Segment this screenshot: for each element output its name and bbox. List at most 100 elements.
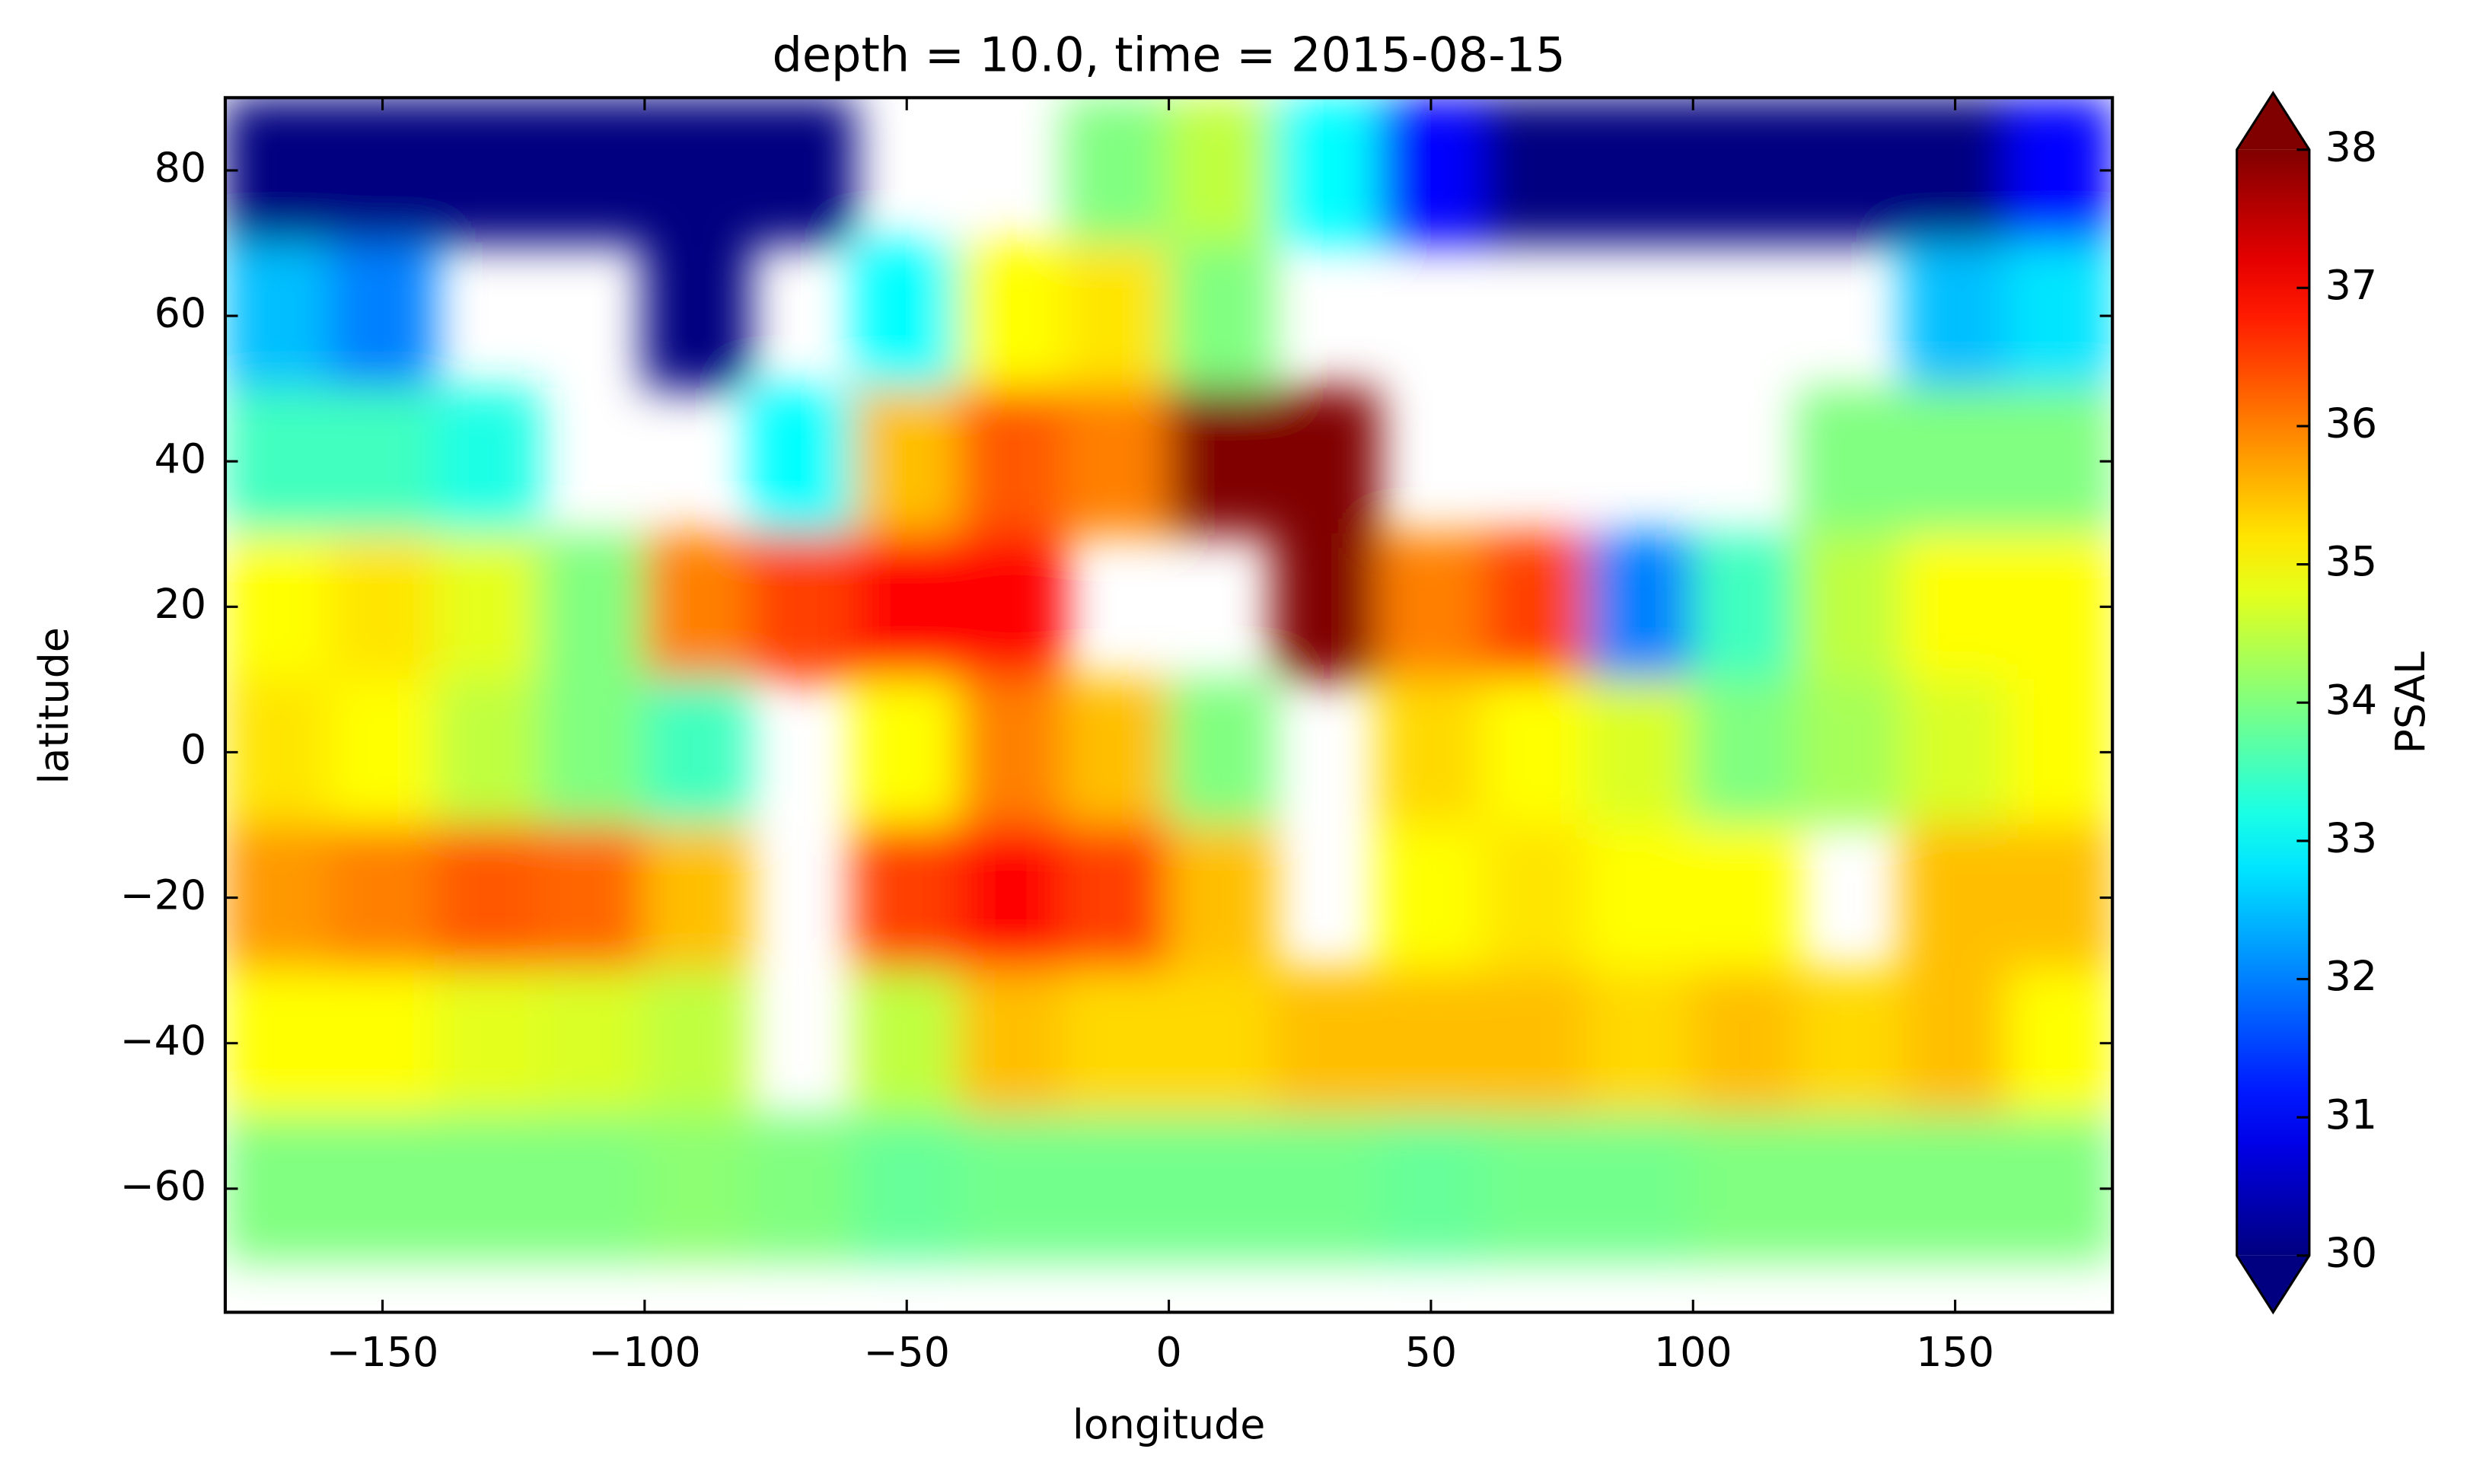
heatmap-cell [1587, 824, 1694, 972]
heatmap-cell [1063, 242, 1170, 390]
heatmap-cell [1273, 387, 1380, 535]
colorbar-tick-label: 36 [2325, 400, 2377, 447]
heatmap-cell [225, 824, 331, 972]
heatmap-cell [434, 970, 541, 1117]
colorbar-tick-label: 32 [2325, 952, 2377, 1000]
heatmap-cell [1901, 678, 2009, 826]
heatmap-cell [539, 678, 645, 826]
x-tick-label: 150 [1916, 1328, 1994, 1376]
heatmap-cell [643, 678, 751, 826]
heatmap-cell [1692, 533, 1799, 680]
heatmap-cell [853, 1115, 961, 1263]
colorbar-tick-label: 38 [2325, 123, 2377, 170]
heatmap-cell [1692, 1115, 1799, 1263]
heatmap-cell [1796, 970, 1904, 1117]
heatmap-cell [2006, 387, 2113, 535]
heatmap-cell [1796, 1115, 1904, 1263]
heatmap-cell [2006, 533, 2113, 680]
y-tick-label: 40 [155, 435, 206, 482]
heatmap-cell [329, 97, 436, 244]
heatmap-cell [434, 533, 541, 680]
heatmap-cell [434, 824, 541, 972]
x-tick-label: 0 [1155, 1328, 1181, 1376]
heatmap-cell [1482, 970, 1589, 1117]
y-tick-label: −40 [120, 1016, 207, 1064]
heatmap-cell [329, 970, 436, 1117]
heatmap-cell [225, 97, 331, 244]
heatmap-cell [539, 97, 645, 244]
heatmap-cell [1378, 1115, 1484, 1263]
heatmap-cell [329, 387, 436, 535]
heatmap-cell [1273, 970, 1380, 1117]
heatmap-cell [1168, 824, 1275, 972]
heatmap-cell [2006, 1115, 2113, 1263]
heatmap-cell [1063, 678, 1170, 826]
heatmap-cell [2006, 97, 2113, 244]
heatmap-cell [958, 1115, 1065, 1263]
x-tick-label: 100 [1654, 1328, 1732, 1376]
heatmap-cell [225, 533, 331, 680]
axes: −150 −100 −50 0 50 100 150 −60 −40 −20 0 20 40 60 80 [120, 97, 2113, 1376]
heatmap-cell [225, 242, 331, 390]
heatmap-cell [1168, 97, 1275, 244]
heatmap-cell [329, 824, 436, 972]
heatmap-cell [1587, 97, 1694, 244]
heatmap-cell [1482, 678, 1589, 826]
colorbar-tick-label: 33 [2325, 814, 2377, 862]
heatmap-cell [2006, 242, 2113, 390]
heatmap-cell [1901, 387, 2009, 535]
heatmap-cell [1692, 97, 1799, 244]
heatmap-cell [434, 97, 541, 244]
y-tick-label: −20 [120, 871, 207, 919]
heatmap-cell [1378, 97, 1484, 244]
heatmap-cell [853, 970, 961, 1117]
heatmap-cell [1692, 970, 1799, 1117]
heatmap-cell [643, 533, 751, 680]
heatmap-cell [853, 242, 961, 390]
heatmap-cell [539, 533, 645, 680]
heatmap-cell [2006, 824, 2113, 972]
heatmap-cell [539, 1115, 645, 1263]
heatmap-cell [1796, 97, 1904, 244]
heatmap-cell [1168, 387, 1275, 535]
heatmap-cell [1796, 387, 1904, 535]
x-tick-label: 50 [1405, 1328, 1457, 1376]
heatmap-cell [1796, 533, 1904, 680]
heatmap-cell [748, 533, 856, 680]
heatmap-cell [1901, 970, 2009, 1117]
colorbar-tick-label: 30 [2325, 1228, 2377, 1276]
heatmap-cell [2006, 970, 2113, 1117]
heatmap-cell [1063, 387, 1170, 535]
heatmap-cell [434, 678, 541, 826]
heatmap-cell [958, 533, 1065, 680]
heatmap-cell [1796, 678, 1904, 826]
heatmap-cell [329, 533, 436, 680]
heatmap-cell [748, 97, 856, 244]
heatmap-cell [643, 970, 751, 1117]
heatmap-cell [1063, 824, 1170, 972]
heatmap-cell [1378, 824, 1484, 972]
heatmap-cell [1378, 533, 1484, 680]
heatmap-cell [1273, 1115, 1380, 1263]
heatmap-cell [958, 970, 1065, 1117]
heatmap-cell [1587, 1115, 1694, 1263]
heatmap-cell [1901, 242, 2009, 390]
heatmap-cell [643, 1115, 751, 1263]
heatmap-cell [748, 387, 856, 535]
heatmap-cell [1063, 1115, 1170, 1263]
heatmap-cell [1587, 970, 1694, 1117]
heatmap-cell [1692, 678, 1799, 826]
y-tick-label: 60 [155, 289, 206, 337]
heatmap-cell [225, 1115, 331, 1263]
heatmap-cell [1063, 970, 1170, 1117]
heatmap-cell [643, 97, 751, 244]
heatmap-cell [1168, 678, 1275, 826]
colorbar-tick-label: 35 [2325, 537, 2377, 585]
heatmap-cell [1901, 1115, 2009, 1263]
heatmap-cell [329, 1115, 436, 1263]
heatmap-cell [643, 242, 751, 390]
heatmap-cell [958, 387, 1065, 535]
heatmap-cell [434, 1115, 541, 1263]
